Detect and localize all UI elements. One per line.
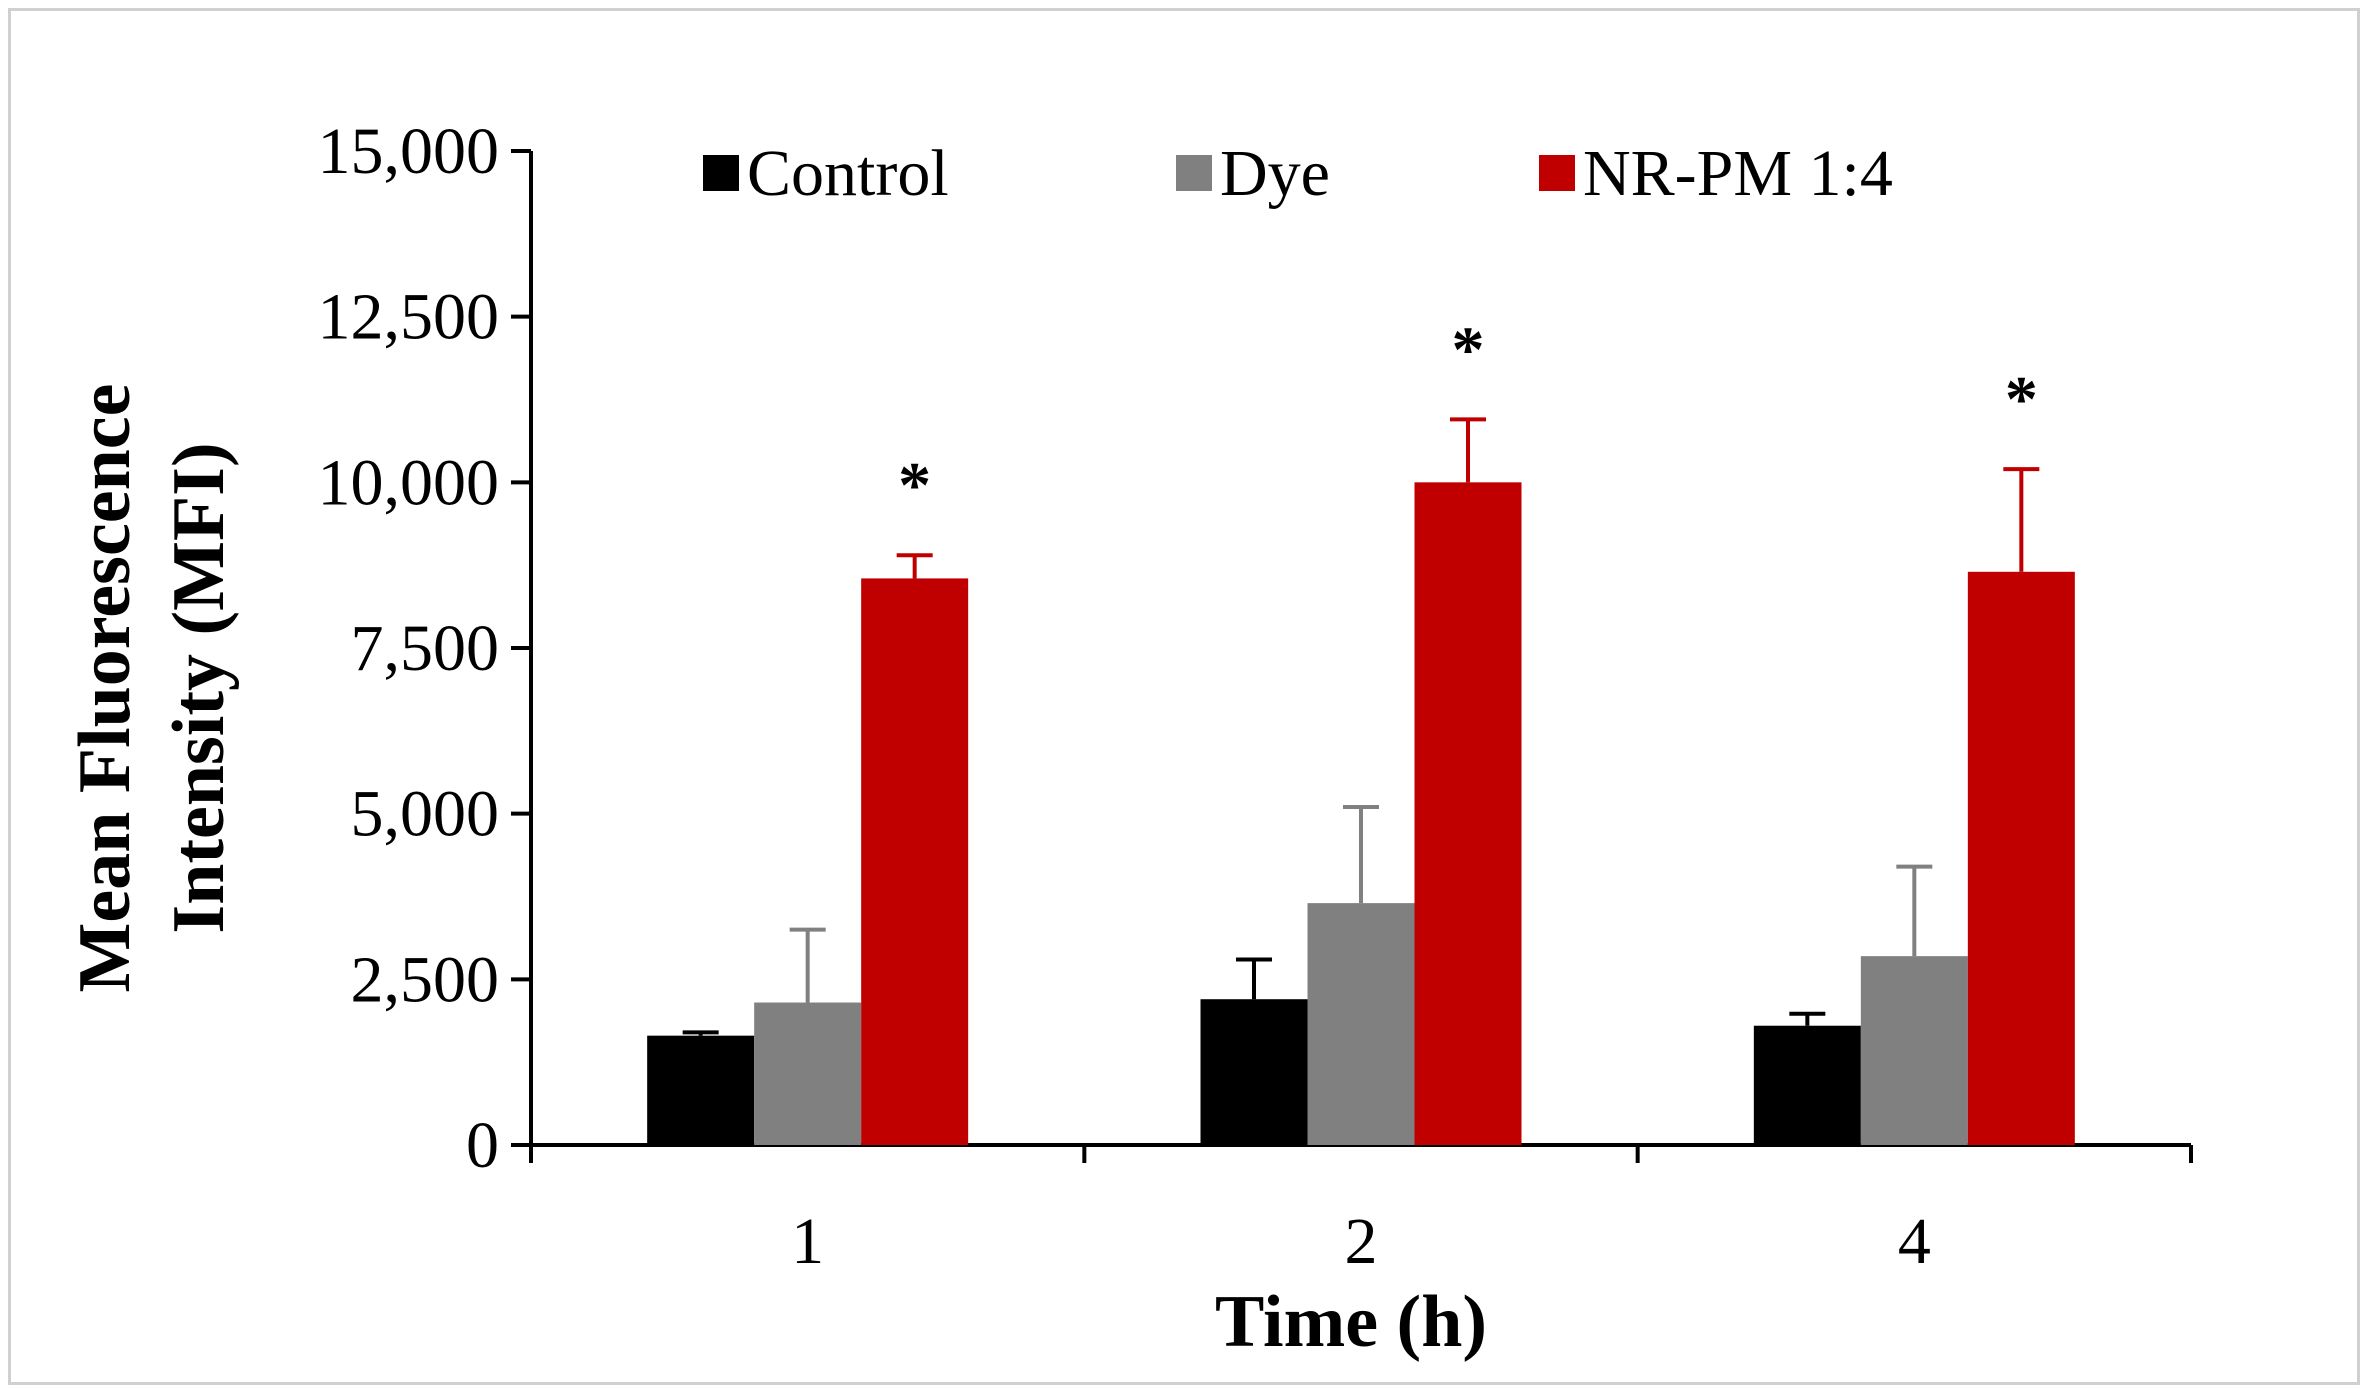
bar-nr-pm-1-4-1	[861, 578, 969, 1145]
y-tick-label: 10,000	[318, 446, 500, 519]
chart-frame: Mean Fluorescence Intensity (MFI) Time (…	[8, 8, 2360, 1385]
bar-control-2	[1200, 999, 1308, 1145]
bar-dye-2	[1307, 903, 1415, 1145]
y-axis-title: Mean Fluorescence Intensity (MFI)	[64, 384, 240, 993]
significance-marker: *	[1452, 313, 1485, 386]
y-tick-label: 7,500	[351, 612, 500, 685]
significance-marker: *	[2005, 363, 2038, 436]
legend-label: Dye	[1220, 137, 1330, 210]
x-tick-label: 4	[1898, 1205, 1931, 1278]
plot-area: 0 2,500 5,000 7,500 10,000 12,500 15,000 1 2 4 * * *	[318, 115, 2193, 1278]
legend-label: Control	[747, 137, 949, 210]
y-tick-label: 12,500	[318, 281, 500, 354]
y-axis-title-line-1: Mean Fluorescence	[64, 384, 146, 993]
x-axis-title: Time (h)	[1215, 1281, 1487, 1363]
y-tick-label: 0	[466, 1109, 499, 1182]
bar-nr-pm-1-4-2	[1414, 482, 1522, 1145]
x-tick-label: 2	[1345, 1205, 1378, 1278]
y-tick-label: 5,000	[351, 778, 500, 851]
y-axis-title-line-2: Intensity (MFI)	[158, 442, 240, 933]
y-tick-label: 2,500	[351, 943, 500, 1016]
x-tick-label: 1	[791, 1205, 824, 1278]
bar-dye-4	[1860, 956, 1968, 1145]
bar-control-4	[1753, 1025, 1861, 1145]
y-tick-label: 15,000	[318, 115, 500, 188]
legend-swatch	[1539, 155, 1575, 191]
legend: Control Dye NR-PM 1:4	[703, 137, 1893, 210]
bar-chart: Mean Fluorescence Intensity (MFI) Time (…	[64, 115, 2193, 1363]
bar-nr-pm-1-4-4	[1967, 571, 2075, 1145]
legend-swatch	[1176, 155, 1212, 191]
legend-swatch	[703, 155, 739, 191]
significance-marker: *	[898, 449, 931, 522]
bar-control-1	[647, 1035, 755, 1145]
legend-label: NR-PM 1:4	[1583, 137, 1893, 210]
bar-dye-1	[754, 1002, 862, 1145]
